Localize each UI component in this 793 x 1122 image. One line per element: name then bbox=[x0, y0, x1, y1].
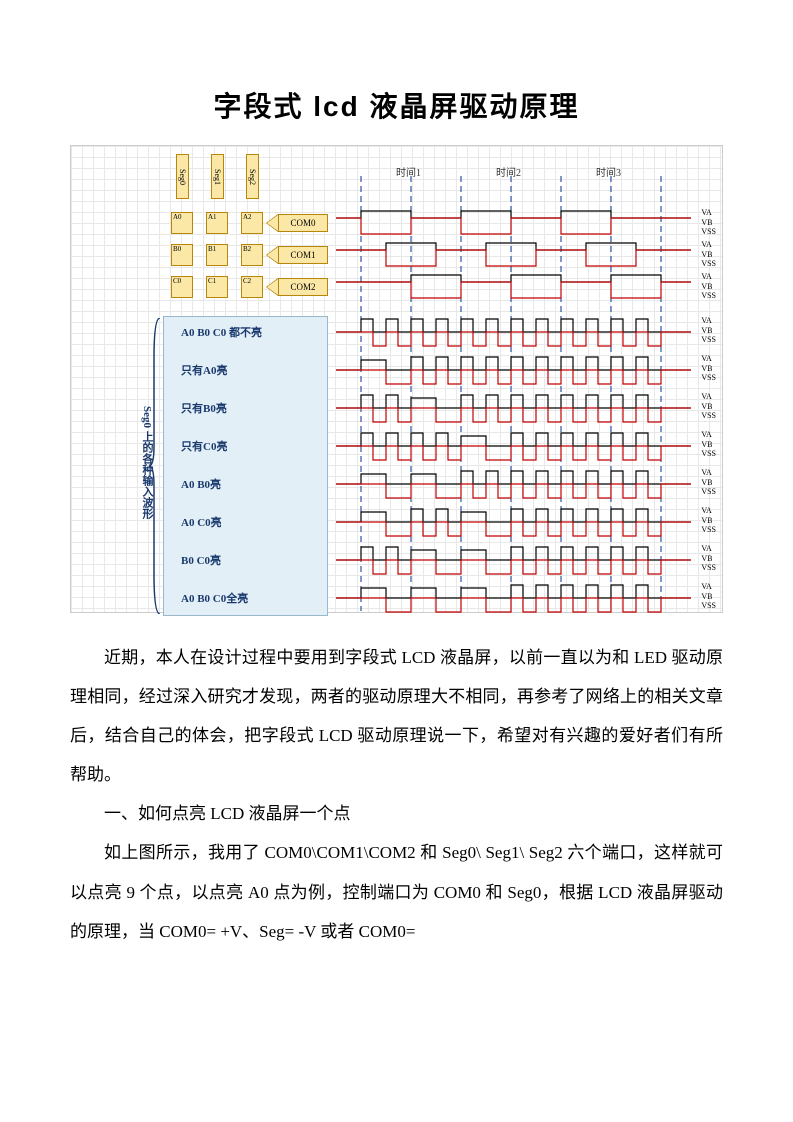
volt-r4: VAVBVSS bbox=[701, 468, 716, 497]
com1-pointer bbox=[266, 246, 278, 264]
pixel-A1: A1 bbox=[206, 212, 228, 234]
row-label-2: 只有B0亮 bbox=[181, 400, 227, 416]
com0-pointer bbox=[266, 214, 278, 232]
volt-r2: VAVBVSS bbox=[701, 392, 716, 421]
paragraph-2: 一、如何点亮 LCD 液晶屏一个点 bbox=[70, 794, 723, 833]
volt-com0: VAVBVSS bbox=[701, 208, 716, 237]
volt-r1: VAVBVSS bbox=[701, 354, 716, 383]
paragraph-3: 如上图所示，我用了 COM0\COM1\COM2 和 Seg0\ Seg1\ S… bbox=[70, 833, 723, 950]
com0-label: COM0 bbox=[278, 214, 328, 232]
com1-label: COM1 bbox=[278, 246, 328, 264]
page-title: 字段式 lcd 液晶屏驱动原理 bbox=[70, 85, 723, 125]
pixel-C0: C0 bbox=[171, 276, 193, 298]
time2-label: 时间2 bbox=[496, 164, 521, 179]
row-label-5: A0 C0亮 bbox=[181, 514, 222, 530]
volt-com1: VAVBVSS bbox=[701, 240, 716, 269]
volt-r7: VAVBVSS bbox=[701, 582, 716, 611]
circuit-waveform-diagram: Seg0 Seg1 Seg2 A0 A1 A2 B0 B1 B2 C0 C1 C… bbox=[70, 145, 723, 613]
pixel-C1: C1 bbox=[206, 276, 228, 298]
row-label-4: A0 B0亮 bbox=[181, 476, 221, 492]
com2-pointer bbox=[266, 278, 278, 296]
time1-label: 时间1 bbox=[396, 164, 421, 179]
row-label-6: B0 C0亮 bbox=[181, 552, 221, 568]
row-label-0: A0 B0 C0 都不亮 bbox=[181, 324, 262, 340]
pixel-A0: A0 bbox=[171, 212, 193, 234]
pixel-B2: B2 bbox=[241, 244, 263, 266]
seg1-label: Seg1 bbox=[211, 154, 224, 199]
pixel-B0: B0 bbox=[171, 244, 193, 266]
volt-r6: VAVBVSS bbox=[701, 544, 716, 573]
time3-label: 时间3 bbox=[596, 164, 621, 179]
pixel-B1: B1 bbox=[206, 244, 228, 266]
volt-r3: VAVBVSS bbox=[701, 430, 716, 459]
com2-label: COM2 bbox=[278, 278, 328, 296]
row-label-7: A0 B0 C0全亮 bbox=[181, 590, 248, 606]
volt-r5: VAVBVSS bbox=[701, 506, 716, 535]
volt-r0: VAVBVSS bbox=[701, 316, 716, 345]
row-label-panel bbox=[163, 316, 328, 616]
row-label-3: 只有C0亮 bbox=[181, 438, 227, 454]
row-label-1: 只有A0亮 bbox=[181, 362, 227, 378]
seg2-label: Seg2 bbox=[246, 154, 259, 199]
seg0-label: Seg0 bbox=[176, 154, 189, 199]
pixel-A2: A2 bbox=[241, 212, 263, 234]
volt-com2: VAVBVSS bbox=[701, 272, 716, 301]
brace-icon bbox=[149, 318, 161, 614]
paragraph-1: 近期，本人在设计过程中要用到字段式 LCD 液晶屏，以前一直以为和 LED 驱动… bbox=[70, 638, 723, 794]
pixel-C2: C2 bbox=[241, 276, 263, 298]
